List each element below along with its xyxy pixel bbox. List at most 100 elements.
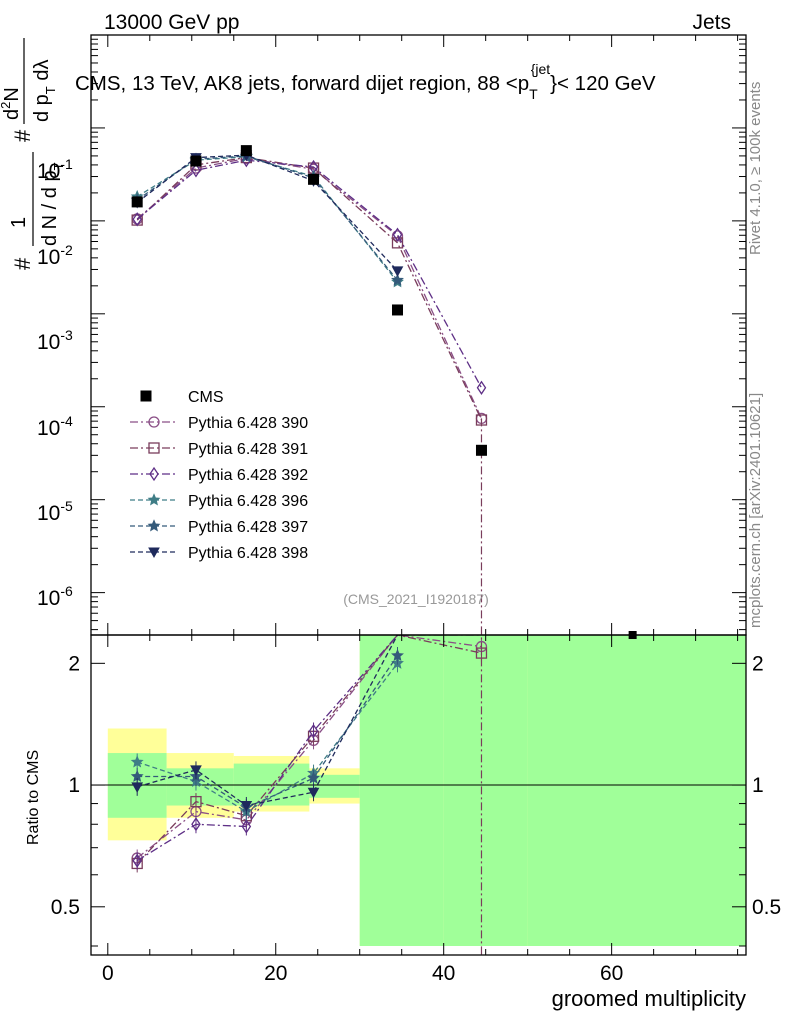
series-point — [391, 237, 404, 249]
ratio-point — [191, 817, 201, 832]
legend-label: Pythia 6.428 391 — [188, 441, 308, 458]
data-points — [131, 145, 487, 456]
y-tick-label: 10-1 — [37, 156, 73, 183]
legend-marker — [147, 493, 161, 506]
series-ratio-group — [131, 635, 399, 815]
ratio-band-inner — [309, 774, 360, 798]
svg-text:#: # — [10, 129, 35, 142]
ratio-tick-label-right: 1 — [752, 774, 764, 797]
y-tick-label: 10-5 — [37, 498, 73, 525]
series-main-group — [130, 149, 404, 286]
legend-label: Pythia 6.428 392 — [188, 467, 308, 484]
y-tick-label: 10-4 — [37, 413, 73, 440]
data-point — [308, 173, 320, 185]
mc-curves — [130, 145, 637, 955]
legend-marker — [149, 466, 159, 482]
series-main-group — [132, 152, 487, 395]
ratio-line — [136, 635, 482, 859]
x-tick-labels: 0 20 40 60 — [102, 962, 623, 985]
data-point — [392, 304, 404, 316]
x-tick-label: 40 — [432, 962, 455, 985]
ratio-line — [136, 635, 482, 864]
series-line — [136, 154, 398, 272]
ratio-tick-label-left: 1 — [68, 774, 80, 797]
x-tick-label: 20 — [264, 962, 287, 985]
ratio-point — [132, 853, 142, 868]
svg-text:#: # — [10, 257, 35, 270]
energy-label: 13000 GeV pp — [104, 11, 239, 34]
legend: CMS Pythia 6.428 390 Pythia 6.428 391 Pythi… — [130, 389, 308, 562]
svg-text:d pT dλ: d pT dλ — [31, 60, 58, 122]
y-tick-label: 10-6 — [37, 583, 73, 610]
legend-marker — [147, 519, 161, 532]
legend-label: Pythia 6.428 396 — [188, 493, 308, 510]
analysis-watermark: (CMS_2021_I1920187) — [343, 591, 489, 607]
ratio-uncertainty-bands — [107, 635, 746, 946]
ratio-point — [391, 648, 404, 662]
ratio-panel-frame — [90, 634, 747, 956]
legend-label: Pythia 6.428 398 — [188, 545, 308, 562]
ratio-point — [308, 723, 319, 739]
ratio-point — [241, 819, 252, 834]
main-y-tick-labels: 10-6 10-5 10-4 10-3 10-2 10-1 — [37, 156, 73, 610]
series-main-group — [131, 150, 404, 277]
ratio-band-inner — [359, 635, 444, 946]
series-main-group — [130, 149, 404, 288]
axis-ticks — [91, 34, 746, 955]
ratio-point — [307, 771, 320, 784]
category-label: Jets — [692, 11, 731, 34]
plot-title-sup: {jet — [531, 61, 551, 77]
series-point — [391, 266, 404, 277]
series-point — [392, 227, 403, 242]
legend-label: Pythia 6.428 390 — [188, 415, 308, 432]
legend-marker-cms — [140, 390, 152, 402]
series-point — [476, 380, 487, 395]
series-line — [136, 159, 483, 389]
ratio-tick-label-left: 0.5 — [51, 896, 80, 919]
series-ratio-group — [130, 647, 404, 817]
plot-title: CMS, 13 TeV, AK8 jets, forward dijet reg… — [75, 61, 656, 102]
series-point — [191, 163, 201, 178]
series-main-group — [131, 152, 488, 425]
ratio-point — [130, 755, 144, 768]
ratio-y-axis-label: Ratio to CMS — [25, 750, 42, 845]
data-point — [475, 444, 487, 456]
legend-label-cms: CMS — [188, 389, 224, 406]
rivet-version-label: Rivet 4.1.0, ≥ 100k events — [747, 82, 764, 255]
svg-text:1: 1 — [8, 217, 30, 228]
ratio-band-inner — [166, 768, 234, 806]
svg-text:d N / d pT: d N / d pT — [39, 162, 66, 246]
ratio-line — [137, 655, 399, 809]
main-y-axis-label: # 1 d N / d pT # d2N d pT dλ — [0, 38, 66, 270]
svg-text:d2N: d2N — [0, 87, 23, 120]
series-main-group — [131, 151, 488, 426]
plot-title-end: }< 120 GeV — [550, 72, 656, 95]
data-point — [240, 145, 252, 157]
x-tick-label: 60 — [600, 962, 623, 985]
mcplots-label: mcplots.cern.ch [arXiv:2401.10621] — [747, 393, 764, 628]
legend-marker — [148, 442, 160, 454]
data-point — [131, 196, 143, 208]
ratio-point — [190, 765, 202, 776]
legend-label: Pythia 6.428 397 — [188, 519, 308, 536]
ratio-y-tick-labels: 0.5 0.5 1 1 2 2 — [51, 652, 781, 918]
ratio-band-inner — [443, 635, 528, 946]
x-axis-label: groomed multiplicity — [552, 986, 746, 1011]
series-line — [136, 157, 483, 419]
ratio-band-inner — [527, 635, 746, 946]
x-tick-label: 0 — [102, 962, 114, 985]
data-point — [190, 155, 202, 167]
series-ratio-group — [132, 635, 482, 870]
series-point — [391, 273, 404, 286]
ratio-line — [136, 635, 482, 862]
ratio-point — [190, 795, 202, 808]
legend-marker — [148, 416, 160, 428]
y-tick-label: 10-3 — [37, 327, 73, 354]
legend-marker — [148, 547, 160, 559]
plot-title-sub: T — [529, 86, 538, 102]
ratio-tick-label-left: 2 — [68, 652, 80, 675]
series-line — [136, 156, 483, 421]
series-line — [136, 155, 399, 281]
ratio-point — [307, 787, 320, 799]
